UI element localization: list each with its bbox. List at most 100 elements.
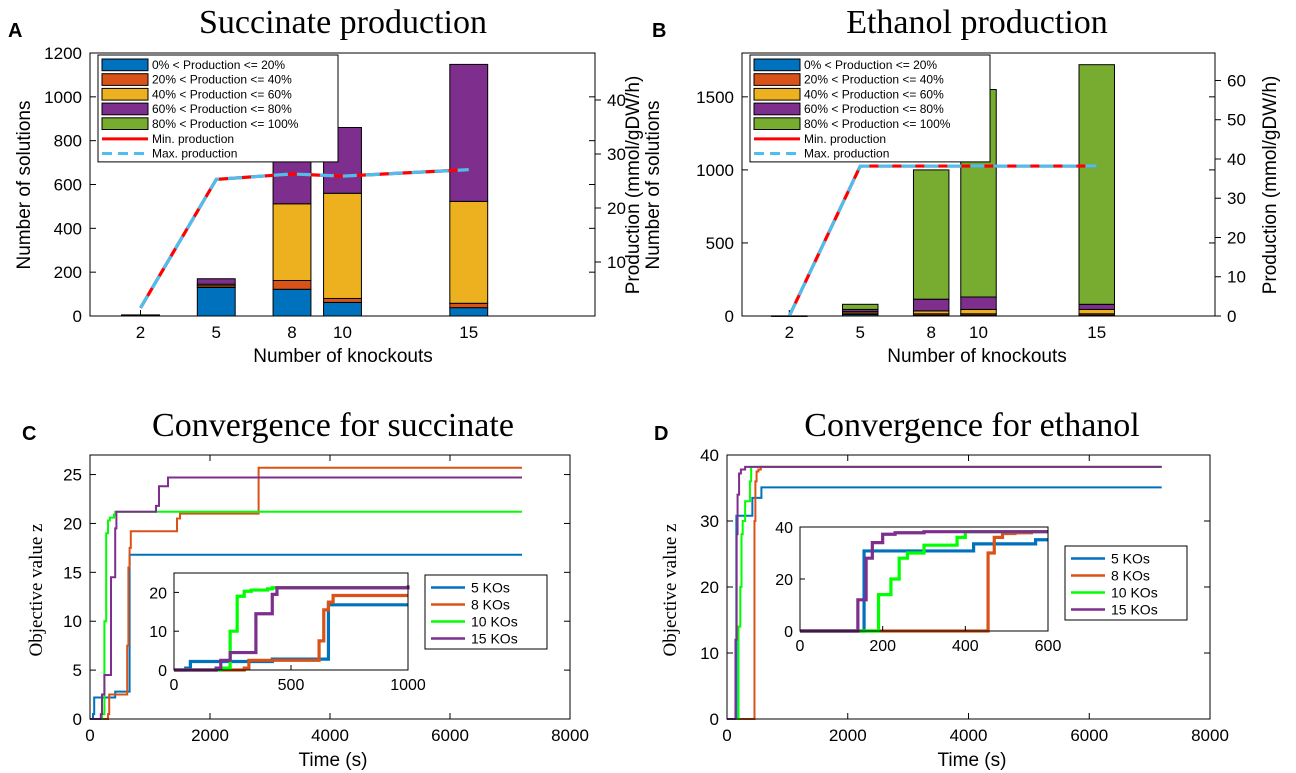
a-ytick-label: 1200 — [44, 44, 82, 63]
c-xtick-label: 4000 — [311, 726, 349, 745]
d-inset-ytick-label: 0 — [784, 624, 793, 641]
a-ytick-label: 200 — [54, 263, 82, 282]
d-xtick-label: 2000 — [829, 726, 867, 745]
b-bar-segment — [960, 308, 997, 315]
b-xtick-label: 10 — [969, 323, 988, 342]
b-y2tick-label: 60 — [1227, 71, 1246, 90]
d-inset-ytick-label: 40 — [775, 520, 793, 537]
a-xtick-label: 10 — [333, 323, 352, 342]
d-inset-box — [799, 526, 1049, 632]
b-legend-swatch — [753, 73, 801, 86]
b-y2tick-label: 20 — [1227, 228, 1246, 247]
panel-b-plot: 0 500 1000 1500 0 10 20 30 40 50 60 2 5 8 10 15 0% < Pro… — [696, 52, 1246, 342]
panel-d-xlabel: Time (s) — [938, 750, 1007, 771]
panel-b-xlabel: Number of knockouts — [887, 346, 1067, 367]
c-xtick-label: 2000 — [191, 726, 229, 745]
a-bar-segment — [323, 192, 362, 299]
c-inset-ytick-label: 0 — [158, 663, 167, 680]
a-xtick-label: 2 — [136, 323, 145, 342]
c-inset-ytick-label: 20 — [149, 585, 167, 602]
c-inset-series-line — [174, 585, 410, 672]
a-legend-label: 80% < Production <= 100% — [152, 117, 299, 131]
d-legend-label: 15 KOs — [1111, 602, 1158, 618]
c-xtick-label: 6000 — [431, 726, 469, 745]
panel-c: C Convergence for succinate Time (s) Obj… — [22, 407, 589, 771]
c-series-line — [90, 466, 522, 720]
a-y2tick-label: 10 — [607, 253, 626, 272]
c-series-line — [90, 476, 522, 720]
b-bar-segment — [912, 298, 950, 312]
d-inset-xtick-label: 200 — [869, 638, 896, 655]
a-line-max — [139, 168, 469, 309]
b-bar-segment — [842, 303, 879, 310]
a-y2tick-label: 20 — [607, 199, 626, 218]
b-legend-label: 60% < Production <= 80% — [804, 102, 944, 116]
panel-c-title: Convergence for succinate — [152, 407, 514, 444]
a-legend-label: 20% < Production <= 40% — [152, 73, 292, 87]
panel-a: A Succinate production Number of knockou… — [8, 4, 644, 367]
d-series-line — [727, 465, 1162, 720]
a-bar-segment — [323, 301, 362, 317]
b-bar-segment — [1078, 64, 1115, 305]
c-legend-label: 15 KOs — [471, 631, 518, 647]
a-bar-segment — [272, 279, 312, 290]
a-bar-segment — [323, 297, 362, 303]
a-bar-segment — [449, 302, 489, 309]
b-y2tick-label: 40 — [1227, 150, 1246, 169]
c-xtick-label: 0 — [85, 726, 94, 745]
b-bar-segment — [912, 169, 950, 300]
c-legend-label: 10 KOs — [471, 614, 518, 630]
panel-a-xlabel: Number of knockouts — [253, 346, 433, 367]
c-inset-series-line — [174, 586, 408, 672]
d-legend-label: 8 KOs — [1111, 568, 1150, 584]
a-legend-swatch — [101, 73, 149, 86]
a-bar-segment — [272, 288, 312, 317]
panel-d: D Convergence for ethanol Time (s) Objec… — [654, 407, 1229, 771]
b-legend-label: 20% < Production <= 40% — [804, 73, 944, 87]
c-inset-box — [173, 572, 409, 671]
a-bar-segment — [449, 200, 489, 304]
c-inset-xtick-label: 500 — [278, 677, 305, 694]
a-bar-segment — [449, 307, 489, 317]
c-inset-xtick-label: 1000 — [390, 677, 426, 694]
d-axes-box — [726, 454, 1211, 720]
d-inset-xtick-label: 0 — [796, 638, 805, 655]
a-y2tick-label: 40 — [607, 91, 626, 110]
a-legend-label: 40% < Production <= 60% — [152, 87, 292, 101]
c-legend-label: 8 KOs — [471, 597, 510, 613]
a-bar-segment — [272, 157, 312, 205]
b-legend-swatch — [753, 87, 801, 101]
a-ytick-label: 1000 — [44, 88, 82, 107]
a-legend-swatch — [101, 102, 149, 116]
d-legend-label: 5 KOs — [1111, 551, 1150, 567]
panel-letter-a: A — [8, 20, 22, 42]
b-axes-box — [741, 52, 1216, 317]
panel-a-title: Succinate production — [199, 4, 487, 41]
c-inset-series-line — [174, 593, 408, 672]
b-legend-swatch — [753, 117, 801, 131]
a-legend-swatch — [101, 58, 149, 72]
b-xtick-label: 15 — [1087, 323, 1106, 342]
b-xtick-label: 5 — [856, 323, 865, 342]
b-bar-segment — [1078, 303, 1115, 310]
c-axes-box — [89, 454, 571, 720]
b-legend-label: 40% < Production <= 60% — [804, 87, 944, 101]
c-ytick-label: 20 — [63, 514, 82, 533]
a-axes-box — [89, 52, 596, 317]
d-xtick-label: 8000 — [1191, 726, 1229, 745]
a-bar-segment — [196, 278, 236, 285]
d-inset-xtick-label: 600 — [1035, 638, 1062, 655]
b-y2tick-label: 50 — [1227, 111, 1246, 130]
a-bar-segment — [272, 203, 312, 281]
a-legend-label: 0% < Production <= 20% — [152, 58, 285, 72]
b-ytick-label: 1000 — [696, 161, 734, 180]
b-xtick-label: 8 — [926, 323, 935, 342]
a-y2tick-label: 30 — [607, 145, 626, 164]
panel-b-ylabel-right: Production (mmol/gDW/h) — [1260, 76, 1281, 295]
a-bar-segment — [121, 314, 160, 317]
c-ytick-label: 5 — [73, 661, 82, 680]
b-legend-label: 80% < Production <= 100% — [804, 117, 951, 131]
panel-d-ylabel: Objective value z — [660, 524, 681, 657]
